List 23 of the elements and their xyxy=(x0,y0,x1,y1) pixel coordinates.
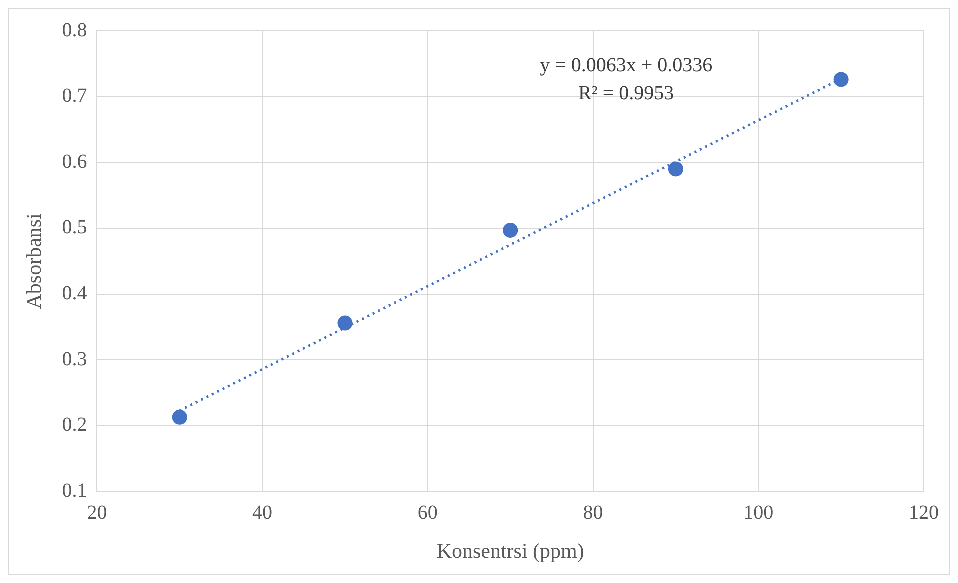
y-tick-label: 0.1 xyxy=(62,480,88,502)
point xyxy=(668,162,684,177)
y-tick-label: 0.3 xyxy=(62,348,88,370)
point xyxy=(503,222,518,238)
y-tick-label: 0.2 xyxy=(62,414,88,436)
y-tick-label: 0.7 xyxy=(62,85,88,108)
x-axis-title: Konsentrsi (ppm) xyxy=(436,538,584,563)
y-tick-label: 0.6 xyxy=(62,150,88,173)
x-tick-label: 80 xyxy=(583,502,604,524)
x-tick-label: 60 xyxy=(418,502,438,524)
point xyxy=(338,316,353,331)
x-tick-label: 40 xyxy=(252,502,273,524)
annotation: R² = 0.9953 xyxy=(578,82,674,104)
y-axis-title: Absorbansi xyxy=(22,213,46,310)
x-tick-label: 20 xyxy=(87,502,108,524)
y-tick-label: 0.4 xyxy=(62,282,88,305)
x-tick-label: 100 xyxy=(744,502,774,524)
x-tick-label: 120 xyxy=(909,502,939,524)
y-tick-label: 0.8 xyxy=(62,19,88,42)
y-tick-label: 0.5 xyxy=(62,216,88,239)
annotation: y = 0.0063x + 0.0336 xyxy=(540,54,713,76)
point xyxy=(834,72,849,88)
point xyxy=(172,410,188,425)
